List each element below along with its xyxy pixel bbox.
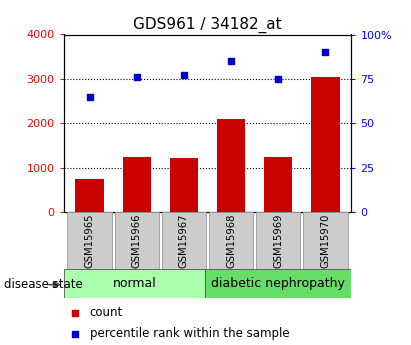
Text: GSM15969: GSM15969: [273, 214, 283, 268]
Point: [72, 310, 79, 315]
Point: [134, 75, 140, 80]
Text: GSM15968: GSM15968: [226, 214, 236, 268]
Text: diabetic nephropathy: diabetic nephropathy: [211, 277, 345, 290]
Text: disease state: disease state: [4, 278, 83, 291]
Bar: [67, 212, 112, 269]
Text: GSM15966: GSM15966: [132, 214, 142, 268]
Text: count: count: [90, 306, 123, 319]
Bar: [162, 212, 206, 269]
Bar: [64, 269, 205, 298]
Point: [322, 50, 329, 55]
Point: [86, 94, 93, 99]
Bar: [205, 269, 351, 298]
Title: GDS961 / 34182_at: GDS961 / 34182_at: [133, 17, 282, 33]
Text: percentile rank within the sample: percentile rank within the sample: [90, 327, 289, 340]
Bar: [264, 157, 293, 212]
Bar: [170, 158, 198, 212]
Point: [72, 331, 79, 337]
Point: [275, 76, 282, 82]
Bar: [115, 212, 159, 269]
Bar: [209, 212, 253, 269]
Bar: [311, 77, 339, 212]
Bar: [122, 157, 151, 212]
Bar: [256, 212, 300, 269]
Text: GSM15967: GSM15967: [179, 214, 189, 268]
Point: [228, 58, 234, 64]
Text: GSM15965: GSM15965: [85, 214, 95, 268]
Text: normal: normal: [113, 277, 156, 290]
Bar: [217, 119, 245, 212]
Bar: [303, 212, 348, 269]
Bar: [76, 179, 104, 212]
Point: [181, 72, 187, 78]
Text: GSM15970: GSM15970: [321, 214, 330, 268]
